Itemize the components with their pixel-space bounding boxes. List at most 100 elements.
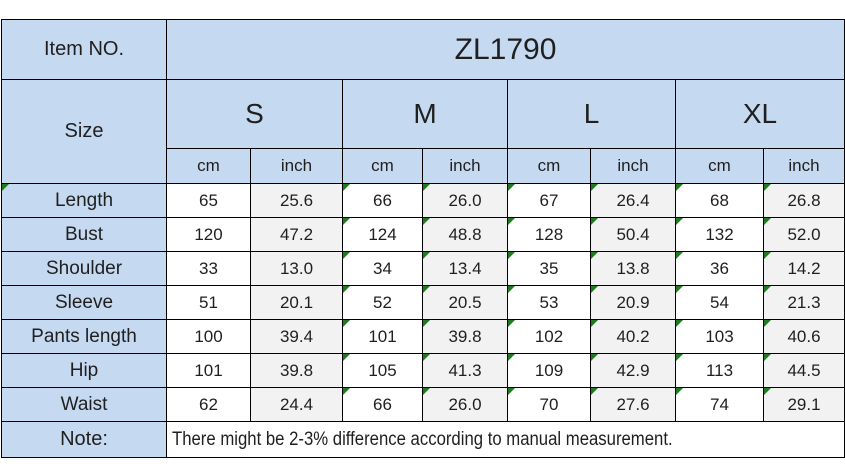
value-text: 41.3 [448, 360, 482, 380]
cell-corner-indicator-icon [676, 286, 683, 293]
value-cell: 14.2 [764, 252, 845, 286]
value-text: 26.0 [448, 190, 482, 210]
value-cell: 26.0 [423, 388, 508, 422]
value-cell: 47.2 [251, 218, 343, 252]
size-header-l: L [508, 80, 676, 149]
cell-corner-indicator-icon [764, 354, 771, 361]
value-text: 13.4 [448, 258, 482, 278]
cell-corner-indicator-icon [508, 286, 515, 293]
size-header-m: M [343, 80, 508, 149]
value-text: 54 [710, 292, 729, 312]
item-no-value: ZL1790 [167, 20, 845, 80]
value-cell: 50.4 [591, 218, 676, 252]
value-text: 132 [705, 224, 734, 244]
value-cell: 34 [343, 252, 423, 286]
cell-corner-indicator-icon [343, 184, 350, 191]
cell-corner-indicator-icon [508, 354, 515, 361]
value-text: 124 [368, 224, 397, 244]
cell-corner-indicator-icon [423, 354, 430, 361]
cell-corner-indicator-icon [591, 252, 598, 259]
cell-corner-indicator-icon [764, 286, 771, 293]
value-text: 26.4 [616, 190, 650, 210]
value-cell: 13.0 [251, 252, 343, 286]
value-text: 68 [710, 190, 729, 210]
value-text: 27.6 [616, 394, 650, 414]
size-label: Size [2, 80, 167, 184]
cell-corner-indicator-icon [676, 388, 683, 395]
cell-corner-indicator-icon [591, 354, 598, 361]
cell-corner-indicator-icon [343, 388, 350, 395]
note-label: Note: [2, 422, 167, 458]
value-cell: 74 [676, 388, 764, 422]
cell-corner-indicator-icon [423, 252, 430, 259]
value-cell: 109 [508, 354, 591, 388]
cell-corner-indicator-icon [676, 252, 683, 259]
cell-corner-indicator-icon [676, 354, 683, 361]
value-text: 66 [373, 394, 392, 414]
value-cell: 42.9 [591, 354, 676, 388]
cell-corner-indicator-icon [764, 218, 771, 225]
unit-header-cm: cm [508, 149, 591, 184]
value-cell: 54 [676, 286, 764, 320]
value-cell: 29.1 [764, 388, 845, 422]
value-text: 26.0 [448, 394, 482, 414]
value-cell: 124 [343, 218, 423, 252]
cell-corner-indicator-icon [343, 320, 350, 327]
value-text: 44.5 [787, 360, 821, 380]
value-cell: 103 [676, 320, 764, 354]
value-text: 29.1 [787, 394, 821, 414]
value-text: 67 [539, 190, 559, 210]
value-text: 50.4 [616, 224, 650, 244]
unit-header-inch: inch [764, 149, 845, 184]
unit-header-cm: cm [167, 149, 251, 184]
value-cell: 33 [167, 252, 251, 286]
value-cell: 132 [676, 218, 764, 252]
unit-header-cm: cm [343, 149, 423, 184]
value-text: 101 [368, 326, 397, 346]
cell-corner-indicator-icon [591, 320, 598, 327]
value-cell: 13.8 [591, 252, 676, 286]
value-text: 103 [705, 326, 734, 346]
cell-corner-indicator-icon [676, 218, 683, 225]
value-cell: 21.3 [764, 286, 845, 320]
row-label-waist: Waist [2, 388, 167, 422]
unit-header-inch: inch [423, 149, 508, 184]
cell-corner-indicator-icon [343, 218, 350, 225]
cell-corner-indicator-icon [508, 218, 515, 225]
row-label-pants-length: Pants length [2, 320, 167, 354]
value-cell: 52 [343, 286, 423, 320]
value-text: 36 [710, 258, 729, 278]
value-text: 26.8 [787, 190, 821, 210]
value-cell: 65 [167, 184, 251, 218]
note-text-cell: There might be 2-3% difference according… [167, 422, 845, 458]
cell-corner-indicator-icon [343, 286, 350, 293]
cell-corner-indicator-icon [423, 286, 430, 293]
size-header-s: S [167, 80, 343, 149]
value-text: 70 [539, 394, 559, 414]
value-cell: 25.6 [251, 184, 343, 218]
value-cell: 20.5 [423, 286, 508, 320]
cell-corner-indicator-icon [423, 320, 430, 327]
value-cell: 128 [508, 218, 591, 252]
value-cell: 27.6 [591, 388, 676, 422]
value-text: 42.9 [616, 360, 650, 380]
value-text: 34 [373, 258, 392, 278]
value-cell: 40.6 [764, 320, 845, 354]
value-cell: 26.8 [764, 184, 845, 218]
value-cell: 48.8 [423, 218, 508, 252]
cell-corner-indicator-icon [591, 218, 598, 225]
value-text: 48.8 [448, 224, 482, 244]
value-cell: 39.8 [251, 354, 343, 388]
value-cell: 51 [167, 286, 251, 320]
unit-header-inch: inch [251, 149, 343, 184]
item-no-label: Item NO. [2, 20, 167, 80]
cell-corner-indicator-icon [2, 184, 9, 191]
value-text: 66 [373, 190, 392, 210]
value-text: 52 [373, 292, 392, 312]
row-label-text: Length [54, 189, 114, 211]
value-cell: 40.2 [591, 320, 676, 354]
cell-corner-indicator-icon [764, 388, 771, 395]
value-cell: 41.3 [423, 354, 508, 388]
value-text: 52.0 [787, 224, 821, 244]
value-cell: 68 [676, 184, 764, 218]
